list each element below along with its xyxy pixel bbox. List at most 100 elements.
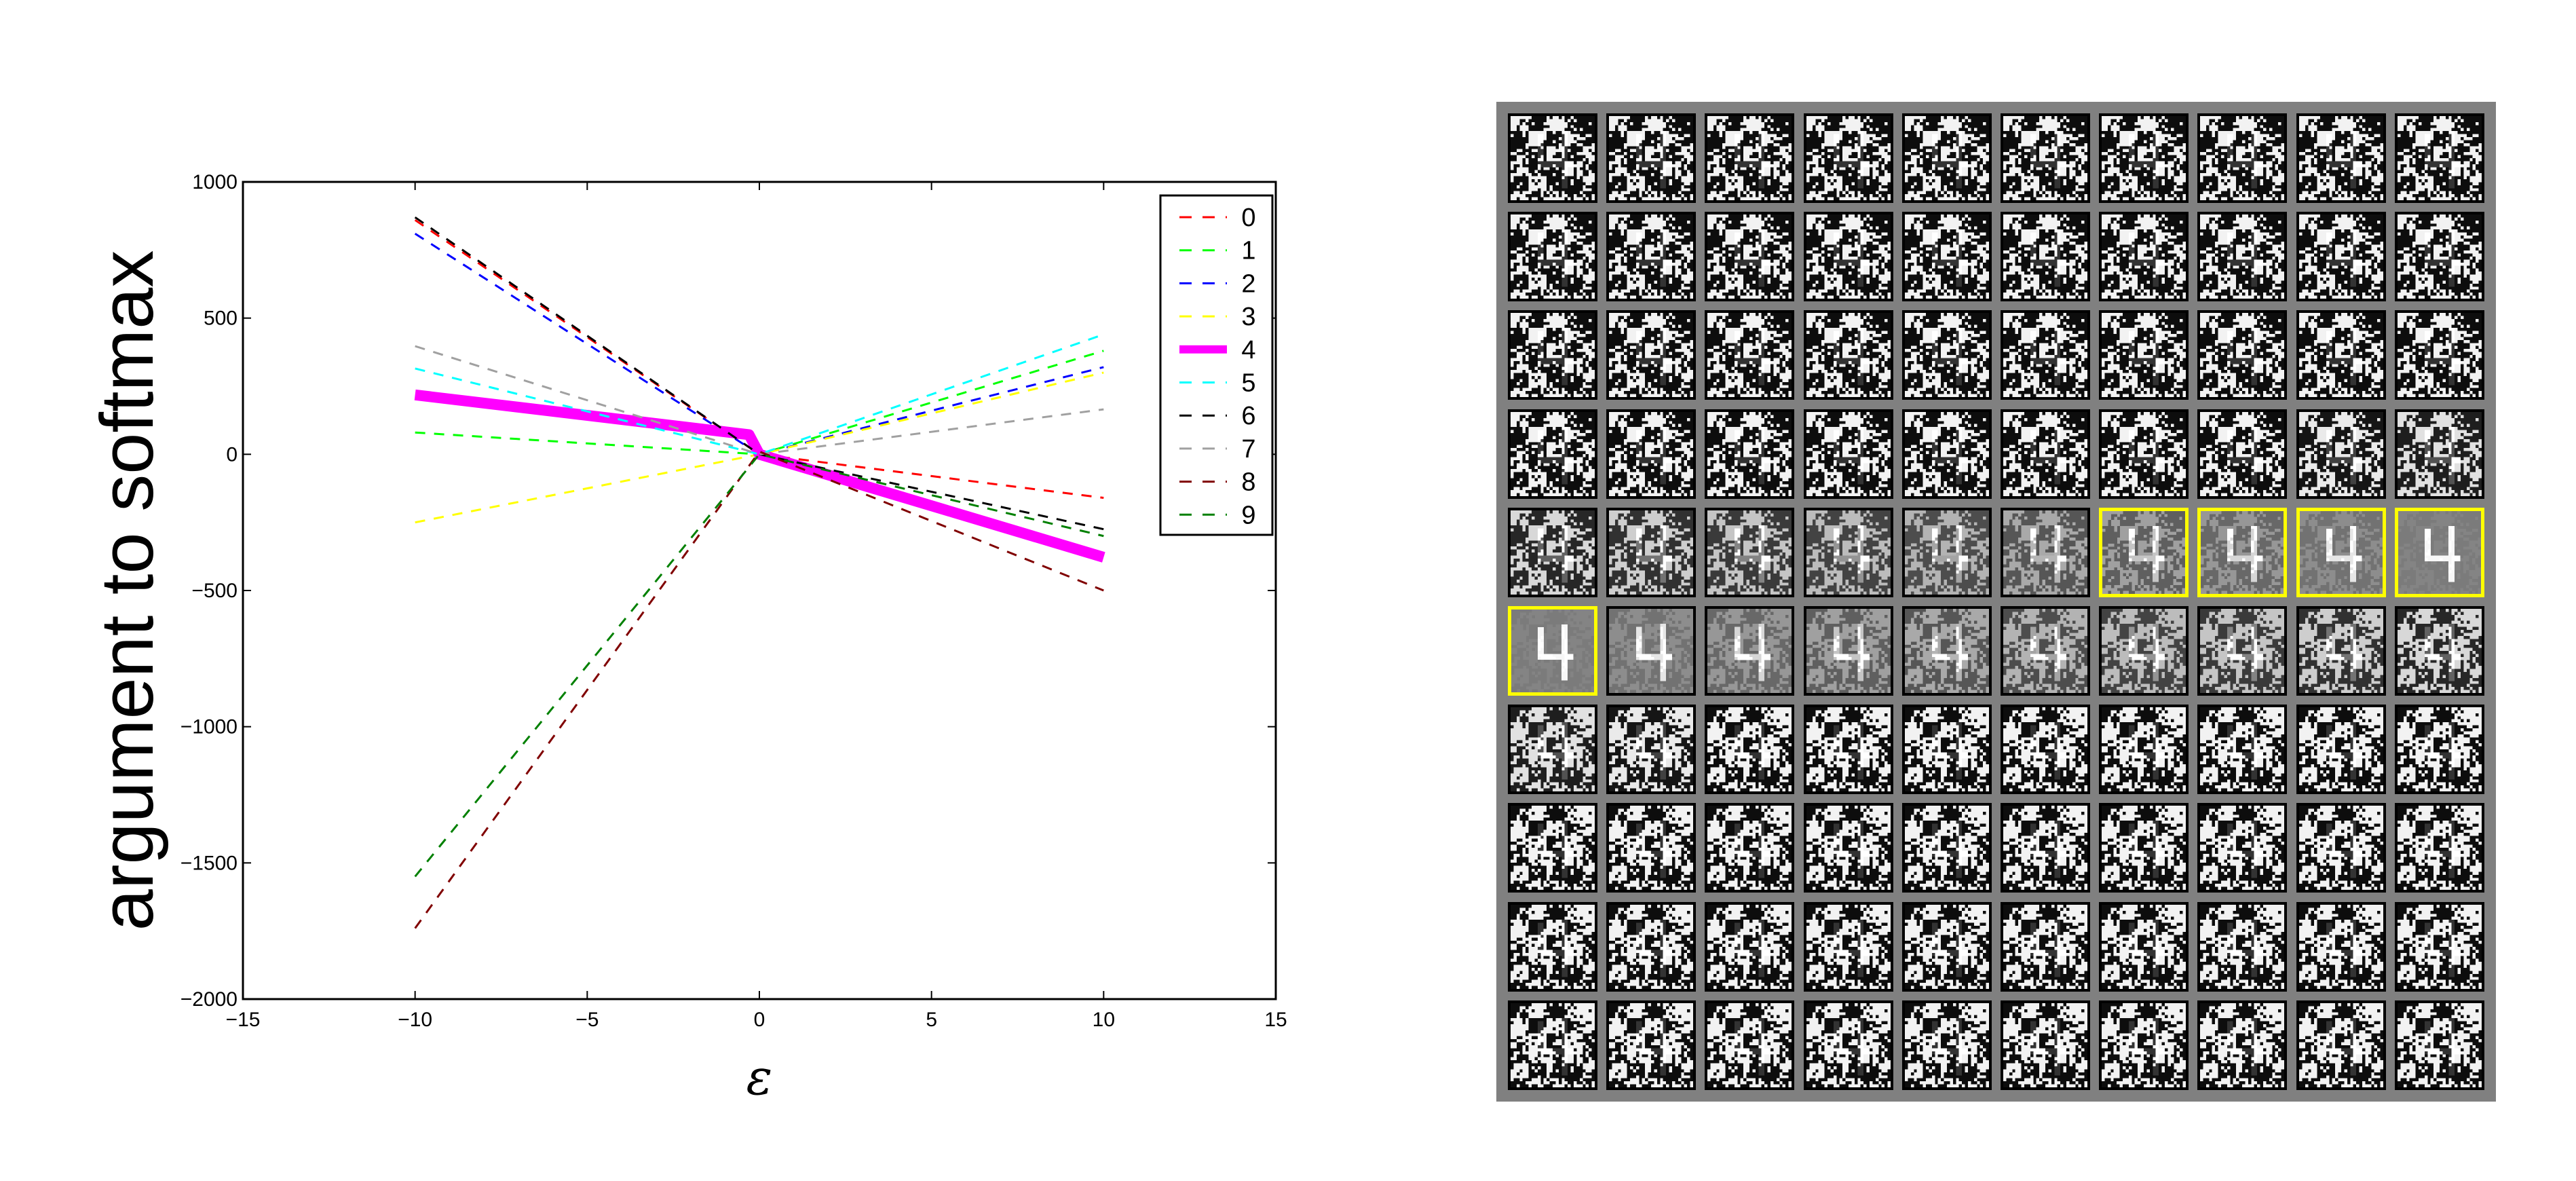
series-line-2 <box>414 232 1104 455</box>
grid-tile <box>1508 606 1597 696</box>
tile-image <box>2102 904 2186 989</box>
tile-image <box>1707 1002 1792 1087</box>
tile-image <box>2102 609 2186 693</box>
tile-image <box>1904 510 1989 595</box>
grid-tile <box>2296 803 2386 893</box>
grid-tile <box>1705 310 1795 400</box>
grid-tile <box>1508 212 1597 302</box>
legend-label-6: 6 <box>1241 402 1255 430</box>
grid-tile <box>2099 409 2189 499</box>
grid-tile <box>2099 606 2189 696</box>
grid-tile <box>2001 113 2090 203</box>
tile-image <box>1707 904 1792 989</box>
tile-image <box>1707 313 1792 398</box>
tile-image <box>1806 510 1891 595</box>
grid-tile <box>2394 310 2484 400</box>
tile-image <box>2200 214 2285 299</box>
tile-image <box>1806 1002 1891 1087</box>
tile-image <box>1904 904 1989 989</box>
grid-tile <box>2394 113 2484 203</box>
tile-image <box>2397 609 2482 693</box>
series-line-7 <box>415 345 1104 455</box>
tile-image <box>1609 313 1694 398</box>
tile-image <box>1609 806 1694 891</box>
grid-tile <box>2296 507 2386 597</box>
tile-image <box>2298 904 2383 989</box>
grid-tile <box>1606 606 1697 696</box>
tile-image <box>2397 806 2482 891</box>
tile-image <box>2397 214 2482 299</box>
tile-image <box>1609 214 1694 299</box>
grid-tile <box>1901 409 1992 499</box>
tile-image <box>1707 609 1792 693</box>
tile-image <box>2003 1002 2087 1087</box>
grid-tile <box>2001 901 2090 992</box>
grid-tile <box>1901 1000 1992 1090</box>
tile-image <box>2102 313 2186 398</box>
y-tick-label: 1000 <box>192 171 238 193</box>
grid-tile <box>1901 606 1992 696</box>
tile-image <box>2201 510 2284 594</box>
legend-label-5: 5 <box>1241 369 1255 398</box>
grid-tile <box>1508 113 1597 203</box>
tile-image <box>2102 707 2186 792</box>
tile-image <box>1806 904 1891 989</box>
x-tick-label: −15 <box>226 1009 261 1031</box>
tile-image <box>2298 411 2383 496</box>
grid-tile <box>1705 705 1795 795</box>
x-tick-label: −5 <box>575 1009 599 1031</box>
grid-tile <box>1901 901 1992 992</box>
tile-image <box>2298 1002 2383 1087</box>
grid-tile <box>1606 507 1697 597</box>
tile-image <box>2397 313 2482 398</box>
y-tick-label: −2000 <box>181 988 238 1011</box>
grid-tile <box>1901 803 1992 893</box>
grid-tile <box>1901 212 1992 302</box>
tile-image <box>1511 806 1595 891</box>
grid-tile <box>2197 507 2288 597</box>
legend-label-2: 2 <box>1241 269 1255 298</box>
x-tick-label: 5 <box>926 1009 937 1031</box>
tile-image <box>1511 707 1595 792</box>
tile-image <box>1511 116 1595 200</box>
grid-tile <box>1606 901 1697 992</box>
tile-image <box>2003 609 2087 693</box>
tile-image <box>1511 510 1595 595</box>
grid-tile <box>1705 1000 1795 1090</box>
tile-image <box>2102 1002 2186 1087</box>
tile-image <box>1707 806 1792 891</box>
grid-tile <box>2197 705 2288 795</box>
legend-box <box>1159 194 1274 536</box>
tile-image <box>2003 411 2087 496</box>
grid-tile <box>1606 803 1697 893</box>
grid-tile <box>1803 507 1893 597</box>
grid-tile <box>2197 310 2288 400</box>
grid-tile <box>2197 409 2288 499</box>
grid-tile <box>1606 705 1697 795</box>
tile-image <box>2102 510 2186 594</box>
tile-image <box>1707 411 1792 496</box>
grid-tile <box>2296 310 2386 400</box>
x-tick-label: 15 <box>1264 1009 1287 1031</box>
grid-tile <box>2001 1000 2090 1090</box>
tile-image <box>1904 806 1989 891</box>
tile-image <box>1609 904 1694 989</box>
tile-image <box>1609 609 1694 693</box>
grid-tile <box>2099 113 2189 203</box>
axes-frame <box>242 181 1277 1000</box>
y-tick-label: −1000 <box>181 716 238 738</box>
grid-tile <box>2197 212 2288 302</box>
tile-image <box>1806 313 1891 398</box>
grid-tile <box>1606 409 1697 499</box>
tile-image <box>2102 116 2186 200</box>
grid-tile <box>1705 113 1795 203</box>
grid-tile <box>1705 606 1795 696</box>
y-tick-label: −500 <box>191 580 238 602</box>
grid-tile <box>2394 901 2484 992</box>
tile-image <box>2003 904 2087 989</box>
x-tick-label: −10 <box>398 1009 432 1031</box>
tile-image <box>2298 609 2383 693</box>
grid-tile <box>2099 1000 2189 1090</box>
tile-image <box>1511 904 1595 989</box>
